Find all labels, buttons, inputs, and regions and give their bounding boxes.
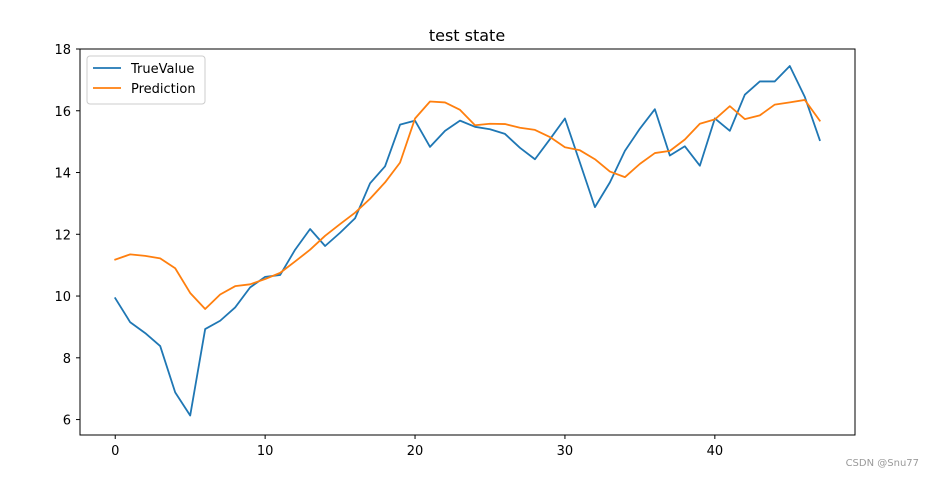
- plot-frame: [79, 48, 856, 436]
- x-tick-label: 40: [707, 444, 724, 459]
- y-tick-label: 18: [54, 43, 71, 58]
- x-tick-label: 30: [557, 444, 574, 459]
- x-tick-label: 0: [111, 444, 119, 459]
- watermark-text: CSDN @Snu77: [845, 458, 919, 469]
- axes-layer: 0 10 20 30 40 6 8 10 12 14 16 18: [54, 43, 856, 459]
- y-tick-label: 12: [54, 228, 71, 243]
- series-line-truevalue: [113, 65, 821, 417]
- legend: TrueValue Prediction: [86, 55, 206, 105]
- series-layer: [113, 65, 822, 417]
- x-tick-label: 10: [257, 444, 274, 459]
- chart-title: test state: [429, 26, 505, 45]
- y-tick-label: 16: [54, 105, 71, 120]
- legend-label-prediction: Prediction: [131, 82, 196, 97]
- y-tick-label: 8: [63, 352, 71, 367]
- legend-label-truevalue: TrueValue: [130, 62, 194, 77]
- y-tick-label: 6: [63, 414, 71, 429]
- series-line-prediction: [114, 99, 822, 310]
- y-tick-label: 10: [54, 290, 71, 305]
- y-tick-label: 14: [54, 167, 71, 182]
- x-tick-label: 20: [407, 444, 424, 459]
